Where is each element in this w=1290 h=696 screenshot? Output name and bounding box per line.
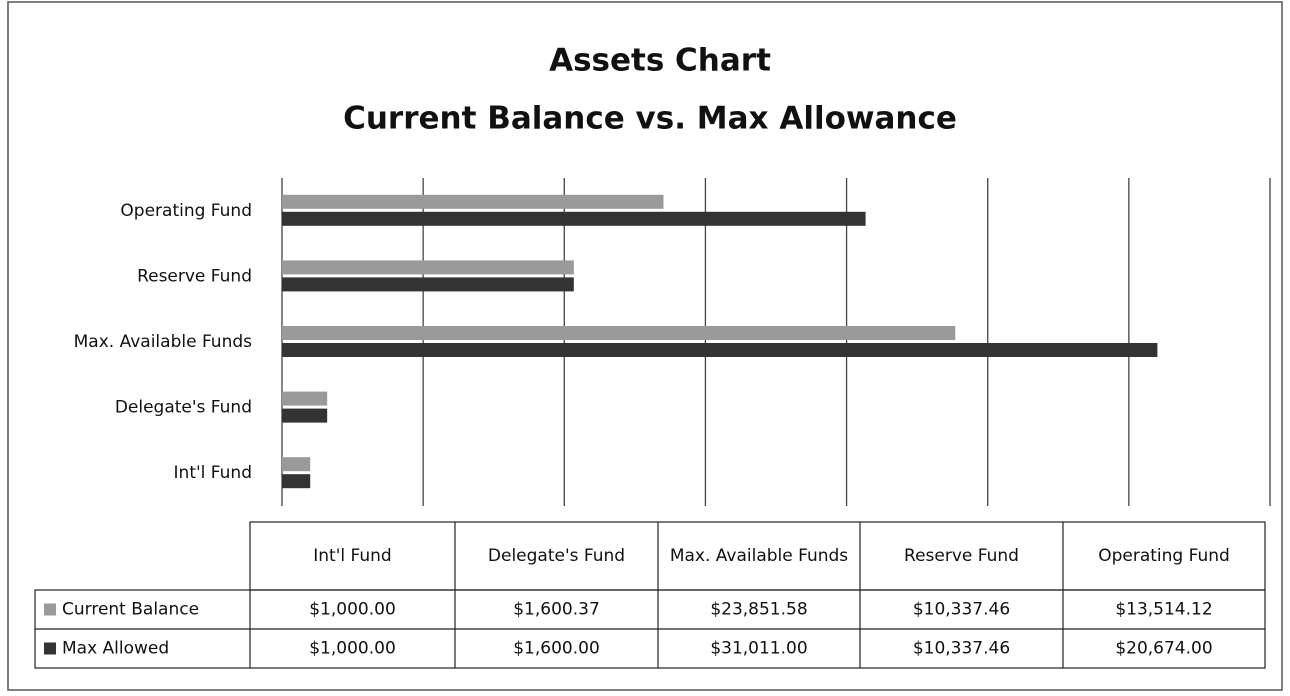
chart-subtitle: Current Balance vs. Max Allowance xyxy=(343,101,957,137)
table-header: Reserve Fund xyxy=(904,546,1019,566)
table-value: $10,337.46 xyxy=(913,639,1010,659)
bar xyxy=(282,194,664,209)
table-value: $23,851.58 xyxy=(710,600,807,620)
table-header: Delegate's Fund xyxy=(488,546,625,566)
bar xyxy=(282,277,574,292)
legend-key xyxy=(44,642,56,655)
table-value: $31,011.00 xyxy=(710,639,807,659)
y-tick-label: Operating Fund xyxy=(120,201,252,221)
y-tick-label: Max. Available Funds xyxy=(74,332,252,352)
table-value: $1,000.00 xyxy=(309,639,396,659)
legend-label: Max Allowed xyxy=(62,639,169,659)
y-tick-label: Int'l Fund xyxy=(174,463,252,483)
chart-title: Assets Chart xyxy=(549,43,771,79)
table-header: Int'l Fund xyxy=(313,546,391,566)
bar xyxy=(282,391,328,406)
table-value: $13,514.12 xyxy=(1115,600,1212,620)
table-header: Max. Available Funds xyxy=(670,546,848,566)
bar xyxy=(282,260,574,275)
table-value: $10,337.46 xyxy=(913,600,1010,620)
table-value: $20,674.00 xyxy=(1115,639,1212,659)
table-value: $1,600.00 xyxy=(513,639,600,659)
bar xyxy=(282,211,866,226)
y-tick-label: Reserve Fund xyxy=(137,266,252,286)
legend-key xyxy=(44,603,56,616)
table-header: Operating Fund xyxy=(1098,546,1230,566)
table-value: $1,000.00 xyxy=(309,600,396,620)
bar xyxy=(282,343,1158,357)
bar xyxy=(282,408,328,423)
table-value: $1,600.37 xyxy=(513,600,600,620)
bar xyxy=(282,474,311,489)
bar xyxy=(282,457,311,472)
y-tick-label: Delegate's Fund xyxy=(115,398,252,418)
legend-label: Current Balance xyxy=(62,600,199,620)
bar xyxy=(282,326,956,340)
